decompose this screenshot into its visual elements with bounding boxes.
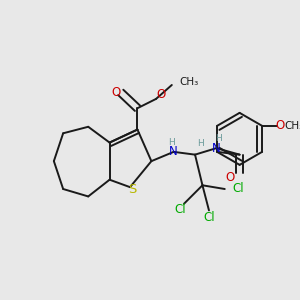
Text: O: O xyxy=(275,119,284,132)
Text: O: O xyxy=(112,86,121,99)
Text: Cl: Cl xyxy=(174,203,186,216)
Text: Cl: Cl xyxy=(232,182,244,195)
Text: N: N xyxy=(169,146,178,158)
Text: H: H xyxy=(168,138,175,147)
Text: N: N xyxy=(212,142,221,154)
Text: CH₃: CH₃ xyxy=(179,77,199,87)
Text: O: O xyxy=(156,88,165,101)
Text: S: S xyxy=(128,182,136,196)
Text: Cl: Cl xyxy=(203,211,215,224)
Text: H: H xyxy=(197,139,204,148)
Text: O: O xyxy=(226,171,235,184)
Text: H: H xyxy=(215,134,222,143)
Text: CH₃: CH₃ xyxy=(284,121,300,131)
